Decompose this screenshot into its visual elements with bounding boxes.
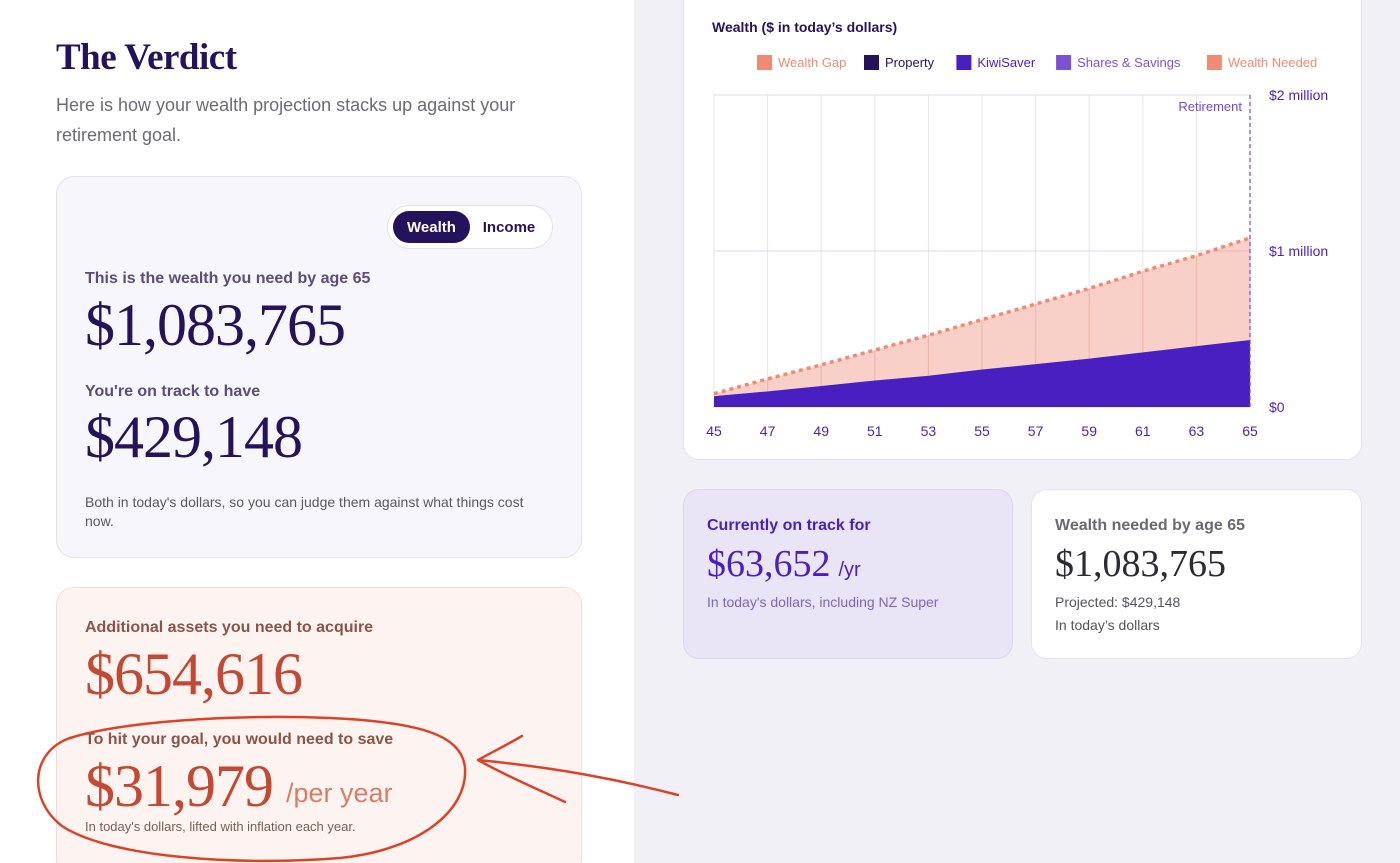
on-track-value: $429,148: [85, 404, 303, 470]
wealth-note: Both in today's dollars, so you can judg…: [85, 494, 524, 529]
legend-label: KiwiSaver: [977, 55, 1035, 70]
on-track-income-unit: /yr: [838, 559, 861, 581]
save-label: To hit your goal, you would need to save: [85, 731, 394, 748]
chart-title: Wealth ($ in today’s dollars): [712, 19, 898, 35]
x-tick-label: 59: [1081, 423, 1097, 439]
legend-item[interactable]: Property: [864, 55, 935, 70]
legend-label: Wealth Needed: [1228, 55, 1317, 70]
solid-swatch: [864, 55, 879, 70]
legend-item[interactable]: Wealth Gap: [757, 55, 846, 70]
x-tick-label: 57: [1028, 423, 1044, 439]
wealth-needed-label: This is the wealth you need by age 65: [85, 270, 371, 287]
x-tick-label: 65: [1242, 423, 1258, 439]
x-tick-label: 63: [1189, 423, 1205, 439]
on-track-label: You're on track to have: [85, 383, 261, 400]
wealth-needed-line: [713, 236, 1251, 396]
x-tick-label: 49: [813, 423, 829, 439]
toggle-wealth-button[interactable]: Wealth: [393, 211, 470, 243]
on-track-income-note: In today's dollars, including NZ Super: [707, 594, 939, 610]
legend-item[interactable]: Shares & Savings: [1056, 55, 1181, 70]
x-tick-label: 55: [974, 423, 990, 439]
wealth-needed-card-value: $1,083,765: [1055, 543, 1226, 585]
save-unit: /per year: [286, 778, 393, 808]
solid-swatch: [956, 55, 972, 70]
acquire-value: $654,616: [85, 641, 303, 707]
wealth-chart-card: Wealth ($ in today’s dollars) Wealth Gap…: [683, 0, 1362, 460]
legend-label: Shares & Savings: [1077, 55, 1181, 70]
page-subtitle: Here is how your wealth projection stack…: [56, 95, 516, 145]
legend-label: Property: [885, 55, 935, 70]
on-track-income-card: Currently on track for $63,652/yr In tod…: [683, 489, 1013, 659]
legend-item[interactable]: KiwiSaver: [956, 55, 1036, 70]
on-track-income-amount: $63,652: [707, 543, 831, 585]
x-tick-label: 45: [706, 423, 722, 439]
on-track-income-label: Currently on track for: [707, 517, 871, 534]
wealth-needed-card-label: Wealth needed by age 65: [1055, 517, 1245, 534]
dotted-swatch: [1206, 55, 1222, 70]
additional-assets-card: Additional assets you need to acquire $6…: [56, 587, 582, 863]
legend-item[interactable]: Wealth Needed: [1206, 55, 1317, 70]
wealth-chart: Wealth Gap Property KiwiSaver Shares & Savi…: [706, 55, 1328, 439]
acquire-label: Additional assets you need to acquire: [85, 619, 374, 636]
legend-label: Wealth Gap: [778, 55, 846, 70]
x-tick-label: 47: [760, 423, 776, 439]
wealth-summary-card: Wealth Income This is the wealth you nee…: [56, 176, 582, 558]
wealth-needed-card: Wealth needed by age 65 $1,083,765 Proje…: [1031, 489, 1362, 659]
x-tick-label: 53: [921, 423, 937, 439]
y-tick-label: $1 million: [1269, 243, 1328, 259]
x-tick-label: 51: [867, 423, 883, 439]
verdict-panel: The Verdict Here is how your wealth proj…: [0, 0, 634, 863]
page-title: The Verdict: [56, 37, 237, 78]
toggle-income-button[interactable]: Income: [482, 218, 536, 236]
wealth-needed-value: $1,083,765: [85, 292, 346, 358]
projected-note: Projected: $429,148: [1055, 594, 1181, 610]
save-note: In today's dollars, lifted with inflatio…: [85, 819, 356, 834]
gap-swatch: [757, 55, 772, 70]
retirement-marker-label: Retirement: [1178, 99, 1242, 114]
y-tick-label: $0: [1269, 399, 1285, 415]
wealth-income-toggle: Wealth Income: [387, 205, 553, 249]
today-dollars-note: In today’s dollars: [1055, 617, 1160, 633]
on-track-income-value: $63,652/yr: [707, 542, 861, 586]
kiwisaver-area: [714, 340, 1250, 407]
solid-swatch: [1056, 55, 1072, 70]
save-value: $31,979: [85, 753, 274, 819]
x-tick-label: 61: [1135, 423, 1151, 439]
y-tick-label: $2 million: [1269, 87, 1328, 103]
